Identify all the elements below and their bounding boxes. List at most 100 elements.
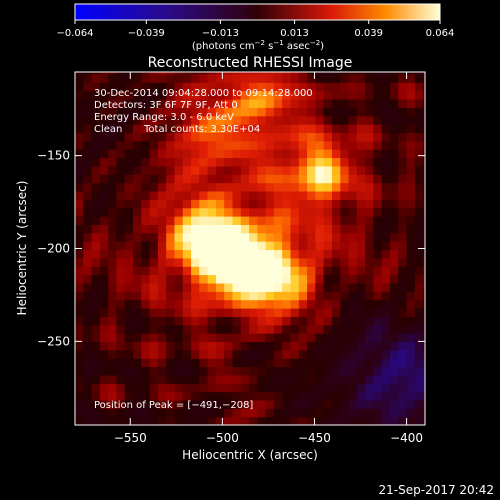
- heatmap-cell: [307, 391, 316, 401]
- heatmap-cell: [315, 115, 325, 125]
- heatmap-cell: [215, 73, 225, 83]
- heatmap-cell: [414, 316, 424, 326]
- heatmap-cell: [199, 182, 209, 192]
- heatmap-cell: [365, 124, 374, 133]
- heatmap-cell: [99, 165, 109, 175]
- heatmap-cell: [323, 207, 333, 217]
- heatmap-cell: [215, 324, 225, 334]
- heatmap-cell: [307, 82, 316, 92]
- heatmap-cell: [249, 291, 258, 301]
- heatmap-cell: [414, 124, 424, 133]
- heatmap-cell: [224, 291, 234, 301]
- heatmap-cell: [257, 224, 267, 234]
- heatmap-cell: [315, 324, 325, 334]
- heatmap-cell: [108, 399, 118, 409]
- heatmap-cell: [240, 308, 250, 317]
- heatmap-cell: [398, 140, 408, 150]
- heatmap-cell: [356, 308, 366, 317]
- heatmap-cell: [207, 182, 217, 192]
- heatmap-cell: [282, 374, 292, 384]
- heatmap-cell: [398, 333, 408, 342]
- heatmap-cell: [99, 73, 109, 83]
- heatmap-cell: [406, 115, 416, 125]
- heatmap-cell: [282, 73, 292, 83]
- heatmap-cell: [414, 349, 424, 359]
- heatmap-cell: [199, 383, 209, 393]
- heatmap-cell: [91, 383, 101, 393]
- heatmap-cell: [249, 308, 258, 317]
- heatmap-cell: [340, 115, 350, 125]
- heatmap-cell: [298, 165, 308, 175]
- heatmap-cell: [356, 199, 366, 209]
- heatmap-cell: [91, 124, 101, 133]
- heatmap-cell: [356, 190, 366, 200]
- heatmap-cell: [124, 308, 134, 317]
- heatmap-cell: [174, 349, 184, 359]
- heatmap-cell: [257, 274, 267, 284]
- heatmap-cell: [290, 182, 300, 192]
- heatmap-cell: [207, 165, 217, 175]
- heatmap-cell: [373, 165, 383, 175]
- heatmap-cell: [116, 115, 126, 125]
- heatmap-cell: [406, 399, 416, 409]
- heatmap-cell: [91, 274, 101, 284]
- heatmap-cell: [365, 90, 374, 100]
- heatmap-cell: [166, 216, 176, 225]
- heatmap-cell: [182, 216, 192, 225]
- heatmap-cell: [356, 324, 366, 334]
- heatmap-cell: [282, 308, 292, 317]
- heatmap-cell: [290, 107, 300, 117]
- heatmap-cell: [406, 374, 416, 384]
- heatmap-cell: [414, 216, 424, 225]
- heatmap-cell: [307, 274, 316, 284]
- heatmap-cell: [265, 165, 275, 175]
- heatmap-cell: [124, 349, 134, 359]
- heatmap-cell: [381, 140, 391, 150]
- heatmap-cell: [191, 257, 200, 267]
- heatmap-cell: [365, 416, 374, 425]
- heatmap-cell: [315, 358, 325, 368]
- heatmap-cell: [182, 207, 192, 217]
- heatmap-cell: [149, 241, 159, 251]
- heatmap-cell: [282, 341, 292, 351]
- heatmap-cell: [390, 324, 399, 334]
- heatmap-cell: [307, 216, 316, 225]
- heatmap-cell: [166, 98, 176, 108]
- heatmap-cell: [332, 308, 341, 317]
- heatmap-cell: [75, 249, 84, 259]
- heatmap-cell: [215, 408, 225, 418]
- heatmap-cell: [265, 324, 275, 334]
- heatmap-cell: [290, 149, 300, 159]
- heatmap-cell: [365, 308, 374, 317]
- heatmap-cell: [232, 98, 242, 108]
- heatmap-cell: [149, 333, 159, 342]
- heatmap-cell: [83, 182, 93, 192]
- heatmap-cell: [199, 308, 209, 317]
- heatmap-cell: [332, 274, 341, 284]
- heatmap-cell: [124, 257, 134, 267]
- heatmap-cell: [232, 274, 242, 284]
- heatmap-cell: [174, 291, 184, 301]
- heatmap-cell: [215, 140, 225, 150]
- heatmap-cell: [414, 149, 424, 159]
- heatmap-cell: [356, 316, 366, 326]
- heatmap-cell: [83, 216, 93, 225]
- heatmap-cell: [273, 174, 283, 184]
- heatmap-cell: [257, 366, 267, 376]
- heatmap-cell: [423, 366, 425, 376]
- heatmap-cell: [398, 82, 408, 92]
- heatmap-cell: [398, 308, 408, 317]
- heatmap-cell: [249, 165, 258, 175]
- heatmap-cell: [75, 333, 84, 342]
- heatmap-cell: [116, 82, 126, 92]
- heatmap-cell: [282, 366, 292, 376]
- heatmap-cell: [365, 98, 374, 108]
- heatmap-cell: [240, 257, 250, 267]
- heatmap-cell: [373, 232, 383, 242]
- heatmap-cell: [108, 182, 118, 192]
- annotation-method: Clean: [94, 124, 122, 135]
- heatmap-cell: [340, 274, 350, 284]
- heatmap-cell: [307, 241, 316, 251]
- heatmap-cell: [149, 266, 159, 276]
- heatmap-cell: [224, 98, 234, 108]
